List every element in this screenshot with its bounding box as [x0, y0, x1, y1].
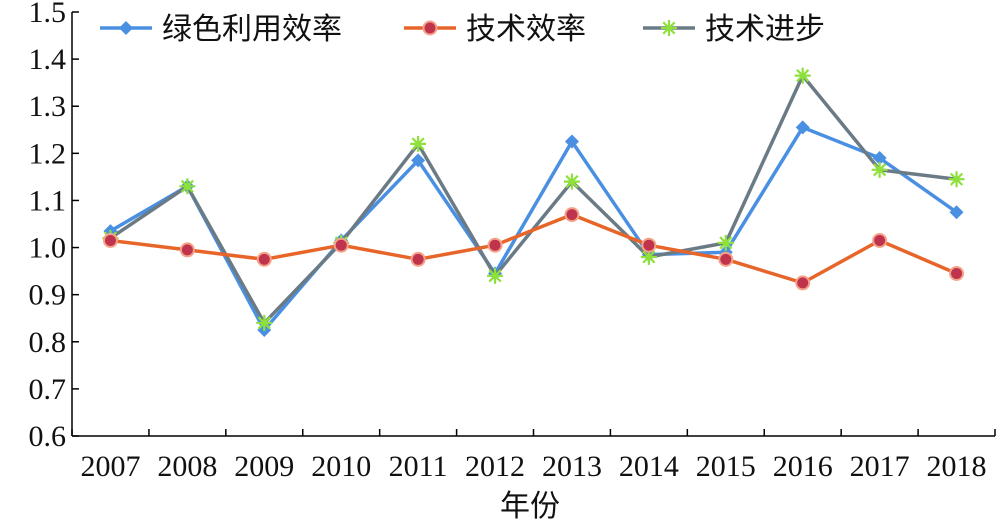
data-point [564, 207, 580, 223]
legend-item: 技术进步 [643, 12, 825, 47]
y-tick-label: 1.2 [29, 137, 67, 170]
legend-item: 绿色利用效率 [100, 12, 342, 47]
y-tick-label: 1.1 [29, 184, 67, 217]
data-point [795, 120, 810, 135]
data-point [487, 237, 503, 253]
y-tick-label: 1.3 [29, 90, 67, 123]
x-tick-label: 2010 [311, 450, 371, 483]
x-tick-label: 2018 [927, 450, 987, 483]
data-point [948, 171, 965, 188]
data-point [487, 267, 504, 284]
x-tick-label: 2009 [234, 450, 294, 483]
data-point [794, 67, 811, 84]
x-tick-label: 2015 [696, 450, 756, 483]
data-point [333, 237, 349, 253]
data-point [872, 151, 887, 166]
y-tick-label: 1.4 [29, 43, 67, 76]
legend-swatch-marker [119, 21, 133, 35]
data-point [717, 234, 734, 251]
x-tick-label: 2007 [80, 450, 140, 483]
x-tick-label: 2013 [542, 450, 602, 483]
series-2 [102, 67, 965, 331]
x-axis-title: 年份 [500, 489, 560, 524]
legend-label: 技术进步 [705, 12, 825, 47]
y-tick-label: 1.5 [29, 0, 67, 29]
x-tick-label: 2014 [619, 450, 679, 483]
series-line [109, 125, 958, 332]
data-point [949, 205, 964, 220]
y-tick-label: 1.0 [29, 232, 67, 265]
series-line [109, 73, 957, 325]
series-line [110, 212, 958, 285]
y-tick-label: 0.8 [29, 326, 67, 359]
legend-label: 技术效率 [466, 12, 586, 47]
data-point [102, 232, 118, 248]
data-point [641, 237, 657, 253]
data-point [563, 173, 580, 190]
legend: 绿色利用效率 技术效率 技术进步 [100, 12, 825, 47]
data-point [949, 265, 965, 281]
x-tick-label: 2008 [157, 450, 217, 483]
series-layer [102, 67, 965, 337]
legend-swatch-marker [661, 20, 677, 36]
data-point [795, 275, 811, 291]
series-1 [102, 207, 965, 291]
data-point [871, 161, 888, 178]
x-tick-label: 2011 [389, 450, 448, 483]
legend-swatch-marker [422, 20, 438, 36]
data-point [179, 242, 195, 258]
legend-item: 技术效率 [404, 12, 586, 47]
data-point [411, 153, 426, 168]
x-tick-label: 2016 [773, 450, 833, 483]
y-tick-label: 0.9 [29, 279, 67, 312]
data-point [256, 251, 272, 267]
data-point [410, 135, 427, 152]
data-point [872, 232, 888, 248]
data-point [179, 178, 196, 195]
y-tick-label: 0.7 [29, 373, 67, 406]
legend-label: 绿色利用效率 [162, 12, 342, 47]
data-point [640, 248, 657, 265]
data-point [564, 134, 579, 149]
x-tick-label: 2017 [850, 450, 910, 483]
data-point [718, 251, 734, 267]
x-tick-label: 2012 [465, 450, 525, 483]
data-point [410, 251, 426, 267]
y-tick-label: 0.6 [29, 420, 67, 453]
data-point [256, 314, 273, 331]
axes: 0.6 0.7 0.8 0.9 1.0 1.1 1.2 1.3 1.4 1.5 2007 2008 20… [29, 0, 996, 483]
